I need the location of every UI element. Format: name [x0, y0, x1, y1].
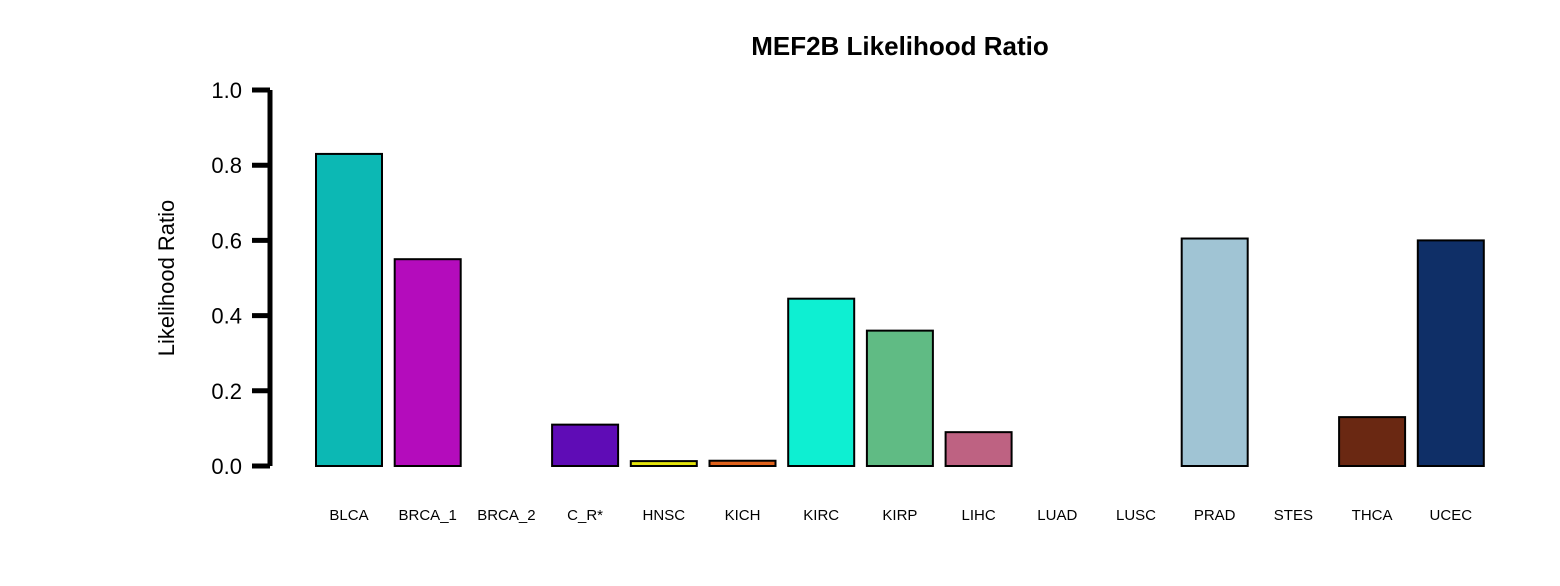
chart-title: MEF2B Likelihood Ratio [751, 31, 1049, 61]
bar-brca-1 [393, 258, 462, 468]
x-tick-label: THCA [1352, 507, 1393, 524]
y-tick-label: 0.8 [211, 153, 242, 178]
bar-c-r [551, 423, 620, 468]
bars [315, 152, 1485, 468]
bar-ucec [1416, 239, 1485, 467]
x-tick-label: PRAD [1194, 507, 1236, 524]
x-tick-label: STES [1274, 507, 1313, 524]
x-tick-label: UCEC [1430, 507, 1473, 524]
bar-hnsc [629, 460, 698, 467]
y-tick-label: 1.0 [211, 78, 242, 103]
y-axis-label: Likelihood Ratio [154, 200, 179, 357]
y-axis-ticks: 0.0 0.2 0.4 0.6 0.8 1.0 [211, 78, 270, 479]
x-axis-labels: BLCA BRCA_1 BRCA_2 C_R* HNSC KICH KIRC KIRP LIHC… [329, 507, 1472, 524]
y-tick-label: 0.2 [211, 379, 242, 404]
x-tick-label: KIRP [882, 507, 917, 524]
bar-thca [1338, 416, 1407, 467]
y-tick-label: 0.0 [211, 454, 242, 479]
x-tick-label: LUAD [1037, 507, 1077, 524]
x-tick-label: C_R* [567, 507, 603, 524]
bar-prad [1180, 237, 1249, 467]
x-tick-label: KICH [725, 507, 761, 524]
x-tick-label: BRCA_1 [399, 507, 457, 524]
bar-kirc [787, 297, 856, 467]
x-tick-label: LIHC [962, 507, 996, 524]
x-tick-label: KIRC [803, 507, 839, 524]
bar-lihc [944, 431, 1013, 468]
x-tick-label: BRCA_2 [477, 507, 535, 524]
bar-kirp [865, 329, 934, 468]
bar-blca [315, 152, 383, 467]
bar-kich [708, 459, 777, 467]
y-tick-label: 0.6 [211, 228, 242, 253]
x-tick-label: BLCA [329, 507, 368, 524]
x-tick-label: HNSC [643, 507, 686, 524]
y-tick-label: 0.4 [211, 304, 242, 329]
x-tick-label: LUSC [1116, 507, 1156, 524]
